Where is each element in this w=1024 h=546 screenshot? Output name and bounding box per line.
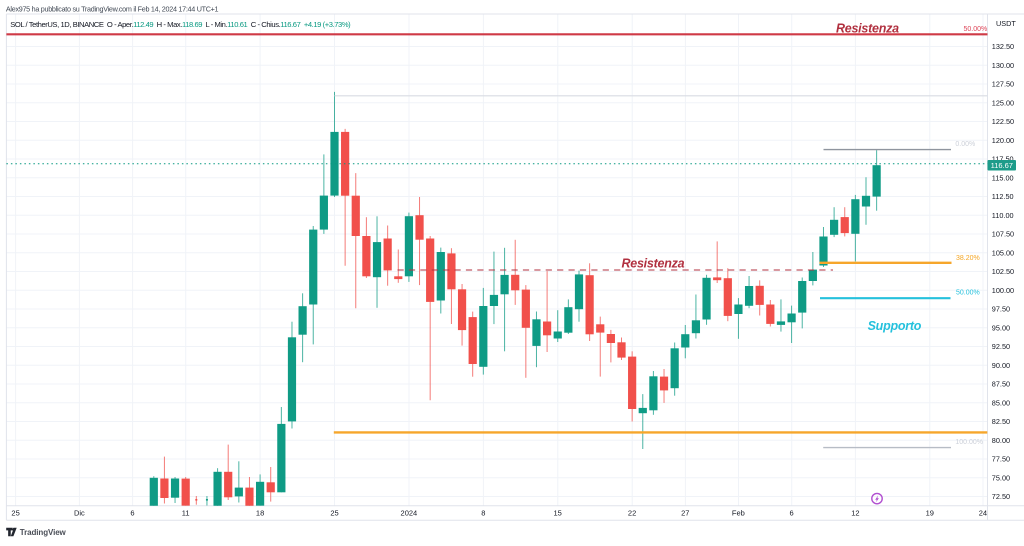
svg-text:117.50: 117.50: [992, 155, 1014, 164]
svg-text:50.00%: 50.00%: [956, 290, 980, 297]
svg-text:Alex975 ha pubblicato su Tradi: Alex975 ha pubblicato su TradingView.com…: [6, 5, 219, 14]
svg-text:15: 15: [554, 508, 562, 517]
svg-text:Feb: Feb: [732, 508, 745, 517]
svg-text:100.00%: 100.00%: [955, 439, 983, 446]
svg-text:132.50: 132.50: [992, 42, 1014, 51]
svg-text:11: 11: [182, 508, 190, 517]
svg-text:Resistenza: Resistenza: [836, 22, 899, 36]
svg-text:127.50: 127.50: [992, 80, 1014, 89]
svg-text:72.50: 72.50: [992, 492, 1010, 501]
svg-text:25: 25: [330, 508, 338, 517]
svg-text:25: 25: [11, 508, 19, 517]
svg-text:27: 27: [681, 508, 689, 517]
svg-text:130.00: 130.00: [992, 61, 1014, 70]
svg-text:116.67: 116.67: [991, 161, 1013, 170]
svg-text:90.00: 90.00: [992, 361, 1010, 370]
svg-text:6: 6: [790, 508, 794, 517]
svg-text:SOL / TetherUS, 1D, BINANCE O: SOL / TetherUS, 1D, BINANCE O - Aper.112…: [10, 20, 351, 29]
svg-text:102.50: 102.50: [992, 267, 1014, 276]
svg-text:77.50: 77.50: [992, 455, 1010, 464]
svg-text:97.50: 97.50: [992, 305, 1010, 314]
svg-text:107.50: 107.50: [992, 230, 1014, 239]
svg-text:USDT: USDT: [996, 19, 1016, 28]
svg-text:8: 8: [481, 508, 485, 517]
svg-text:6: 6: [130, 508, 134, 517]
svg-text:18: 18: [256, 508, 264, 517]
svg-text:50.00%: 50.00%: [964, 26, 988, 33]
svg-text:Supporto: Supporto: [868, 319, 922, 333]
svg-text:24: 24: [979, 508, 987, 517]
svg-text:122.50: 122.50: [992, 117, 1014, 126]
svg-text:110.00: 110.00: [992, 211, 1014, 220]
svg-text:87.50: 87.50: [992, 380, 1010, 389]
svg-text:95.00: 95.00: [992, 323, 1010, 332]
svg-text:120.00: 120.00: [992, 136, 1014, 145]
svg-text:19: 19: [926, 508, 934, 517]
svg-text:92.50: 92.50: [992, 342, 1010, 351]
svg-text:112.50: 112.50: [992, 192, 1014, 201]
svg-text:75.00: 75.00: [992, 473, 1010, 482]
svg-text:TradingView: TradingView: [20, 528, 67, 537]
svg-text:80.00: 80.00: [992, 436, 1010, 445]
svg-text:22: 22: [628, 508, 636, 517]
svg-text:38.20%: 38.20%: [956, 255, 980, 262]
svg-text:125.00: 125.00: [992, 99, 1014, 108]
svg-text:Dic: Dic: [74, 508, 85, 517]
svg-text:0.00%: 0.00%: [955, 141, 975, 148]
svg-text:100.00: 100.00: [992, 286, 1014, 295]
svg-text:115.00: 115.00: [992, 173, 1014, 182]
svg-text:82.50: 82.50: [992, 417, 1010, 426]
svg-text:12: 12: [851, 508, 859, 517]
svg-text:105.00: 105.00: [992, 248, 1014, 257]
svg-text:Resistenza: Resistenza: [622, 257, 685, 271]
svg-text:85.00: 85.00: [992, 398, 1010, 407]
svg-text:2024: 2024: [401, 508, 418, 517]
